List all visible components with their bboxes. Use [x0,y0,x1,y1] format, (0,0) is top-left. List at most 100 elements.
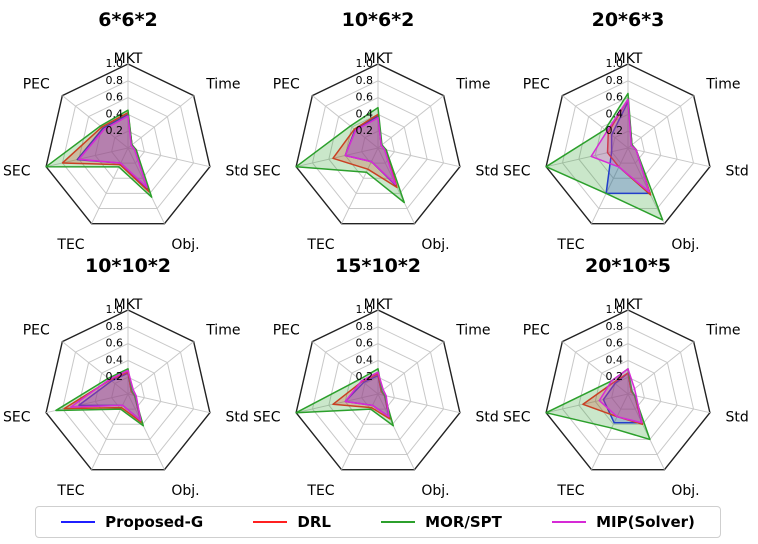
radar-spoke [45,147,129,168]
series-area-mor-spt [296,368,394,426]
radar-grid-ring [94,359,162,425]
axis-label-sec: SEC [503,409,531,425]
radar-spoke [627,341,694,395]
legend-label: MIP(Solver) [596,513,695,531]
series-area-mor-spt [55,368,144,426]
radial-tick-label: 0.2 [606,124,624,137]
axis-label-time: Time [455,323,490,339]
radar-frame [295,309,461,471]
axis-label-sec: SEC [3,409,31,425]
legend-item-mip-solver: MIP(Solver) [552,513,695,531]
radial-tick-label: 0.6 [356,337,374,350]
radar-grid-ring [328,97,428,194]
radial-tick-label: 0.2 [606,370,624,383]
axis-label-time: Time [705,77,740,93]
radar-grid-ring [561,80,695,210]
series-line-mor-spt [545,368,651,441]
series-area-mip-solver [591,99,650,192]
series-area-drl [582,373,643,425]
radar-grid-ring [61,326,195,456]
axis-label-std: Std [726,163,749,179]
radar-spoke [627,393,711,414]
radar-spoke [377,341,444,395]
legend-item-mor-spt: MOR/SPT [381,513,502,531]
radial-tick-label: 0.4 [356,353,374,366]
legend-label: Proposed-G [105,513,204,531]
axis-label-mkt: MKT [114,51,143,67]
axis-label-std: Std [226,163,249,179]
radar-spoke [545,393,629,414]
panel-title: 20*6*3 [592,9,665,31]
series-area-mor-spt [46,110,152,198]
radar-spoke [341,147,379,224]
radar-spoke [91,147,129,224]
radar-spoke [62,95,129,149]
radar-grid-ring [344,359,412,425]
radar-spoke [377,393,461,414]
radar-grid-ring [311,80,445,210]
radar-grid-ring [61,80,195,210]
radar-spoke [627,393,665,470]
radar-spoke [62,341,129,395]
radial-tick-label: 0.2 [356,124,374,137]
axis-label-pec: PEC [523,77,550,93]
legend-swatch [381,521,416,523]
series-area-drl [64,372,142,423]
chart-legend: Proposed-G DRL MOR/SPT MIP(Solver) [35,506,721,538]
radar-spoke [627,95,694,149]
radar-spoke [91,393,129,470]
radar-spoke [377,95,444,149]
radar-spoke [127,341,194,395]
axis-label-obj: Obj. [421,237,449,253]
axis-label-mkt: MKT [614,51,643,67]
radar-spoke [627,147,665,224]
axis-label-pec: PEC [23,323,50,339]
radar-grid-ring [361,130,395,164]
radar-frame [545,309,711,471]
radial-tick-label: 0.4 [606,353,624,366]
axis-label-tec: TEC [306,237,334,253]
axis-label-tec: TEC [56,237,84,253]
radar-grid-ring [311,326,445,456]
panel-title: 15*10*2 [335,255,421,277]
series-line-mor-spt [295,368,395,427]
radar-frame [45,309,211,471]
series-line-mip-solver [78,115,148,189]
axis-label-std: Std [226,409,249,425]
radial-tick-label: 0.4 [106,353,124,366]
legend-swatch [253,521,288,523]
radar-spoke [127,393,211,414]
axis-label-tec: TEC [306,483,334,499]
axis-label-mkt: MKT [364,297,393,313]
radar-spoke [591,393,629,470]
radial-tick-label: 0.8 [106,320,124,333]
series-line-mip-solver [69,369,142,422]
series-area-mor-spt [546,93,663,220]
radar-spoke [295,393,379,414]
radar-grid-ring [344,113,412,179]
radar-grid-ring [111,130,145,164]
axis-label-tec: TEC [56,483,84,499]
series-area-proposed-g [345,375,389,417]
series-area-mip-solver [345,372,389,417]
axis-label-obj: Obj. [171,237,199,253]
series-line-mip-solver [598,368,643,424]
axis-label-mkt: MKT [114,297,143,313]
radial-tick-label: 0.2 [106,370,124,383]
radar-grid-ring [611,130,645,164]
axis-label-time: Time [205,323,240,339]
radial-tick-label: 0.2 [106,124,124,137]
axis-label-time: Time [205,77,240,93]
radial-tick-label: 0.6 [106,91,124,104]
series-line-mor-spt [45,109,153,198]
radar-spoke [127,147,211,168]
panel-title: 10*10*2 [85,255,171,277]
radial-tick-label: 0.8 [606,320,624,333]
legend-item-drl: DRL [253,513,331,531]
axis-label-sec: SEC [253,163,281,179]
